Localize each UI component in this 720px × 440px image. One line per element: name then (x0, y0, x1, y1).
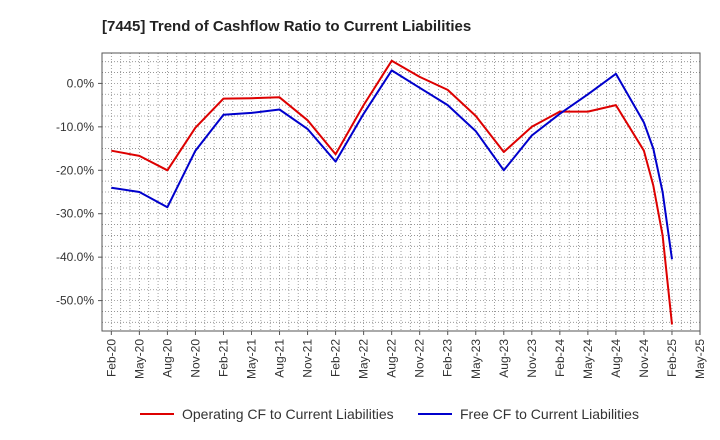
x-tick-label: May-23 (469, 339, 483, 379)
x-tick-label: Nov-20 (188, 339, 202, 378)
y-tick-label: -40.0% (56, 250, 94, 264)
x-tick-label: Nov-21 (301, 339, 315, 378)
x-tick-label: May-25 (693, 339, 707, 379)
x-tick-label: Aug-20 (160, 339, 174, 378)
y-tick-label: -20.0% (56, 163, 94, 177)
x-tick-label: Feb-21 (216, 339, 230, 377)
y-tick-label: -10.0% (56, 120, 94, 134)
x-tick-label: May-22 (357, 339, 371, 379)
x-tick-label: Feb-25 (665, 339, 679, 377)
x-tick-label: Feb-24 (553, 339, 567, 377)
legend-label: Operating CF to Current Liabilities (182, 406, 394, 422)
x-tick-label: Feb-23 (441, 339, 455, 377)
series-layer (111, 59, 673, 325)
x-tick-label: Nov-24 (637, 339, 651, 378)
legend: Operating CF to Current Liabilities Free … (140, 406, 639, 422)
x-tick-label: Nov-23 (525, 339, 539, 378)
y-tick-label: 0.0% (67, 76, 95, 90)
chart-title: [7445] Trend of Cashflow Ratio to Curren… (102, 18, 471, 35)
x-tick-label: Aug-24 (609, 339, 623, 378)
y-tick-label: -30.0% (56, 207, 94, 221)
x-tick-label: Feb-22 (329, 339, 343, 377)
axis-layer: 0.0% -10.0% -20.0% -30.0% -40.0% -50.0% Feb-20… (56, 52, 707, 379)
x-tick-label: May-24 (581, 339, 595, 379)
plot-frame (101, 52, 701, 332)
x-tick-label: Nov-22 (413, 339, 427, 378)
series-line-free-cf (111, 69, 673, 260)
x-tick-label: Aug-22 (385, 339, 399, 378)
x-tick-label: May-20 (132, 339, 146, 379)
x-tick-label: Feb-20 (104, 339, 118, 377)
x-tick-label: May-21 (245, 339, 259, 379)
legend-label: Free CF to Current Liabilities (460, 406, 639, 422)
y-tick-label: -50.0% (56, 294, 94, 308)
x-tick-label: Aug-21 (273, 339, 287, 378)
x-tick-label: Aug-23 (497, 339, 511, 378)
grid-layer (102, 53, 701, 331)
series-line-operating-cf (111, 59, 673, 325)
